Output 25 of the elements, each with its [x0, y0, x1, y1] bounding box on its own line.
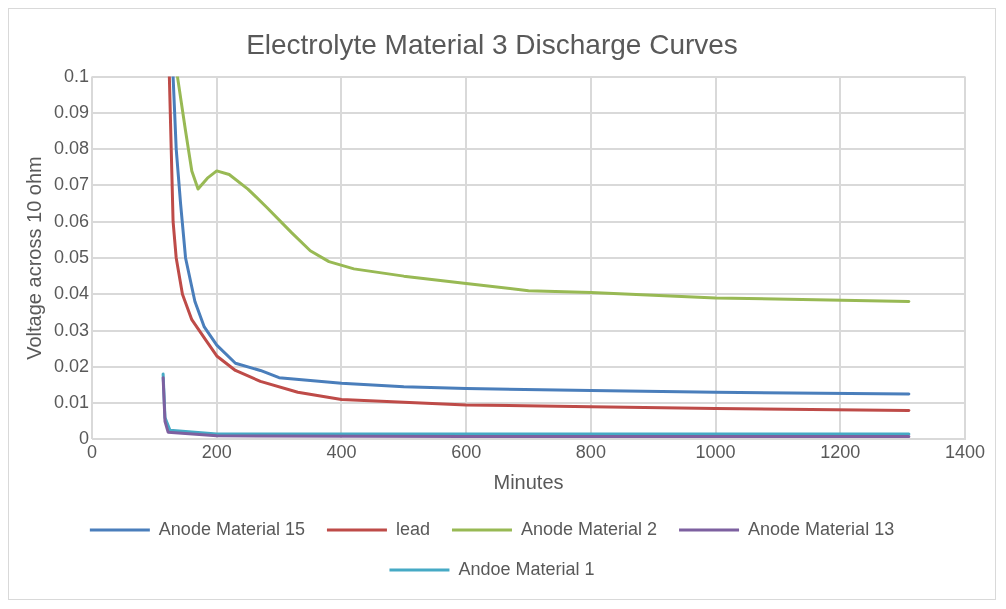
legend-label: Anode Material 2 [520, 518, 658, 539]
x-tick-label: 600 [451, 442, 482, 463]
y-tick-label: 0.03 [53, 319, 90, 340]
legend-label: Anode Material 15 [158, 518, 305, 539]
y-tick-label: 0.08 [53, 138, 90, 159]
x-tick-label: 400 [326, 442, 357, 463]
x-axis-title: Minutes [493, 470, 564, 493]
y-tick-label: 0.05 [53, 246, 90, 267]
legend-label: Andoe Material 1 [458, 558, 595, 579]
x-tick-label: 200 [201, 442, 232, 463]
legend-label: lead [395, 518, 430, 539]
y-tick-label: 0.01 [53, 392, 90, 413]
x-tick-label: 1400 [944, 442, 986, 463]
x-tick-label: 1000 [695, 442, 736, 463]
y-tick-label: 0.02 [53, 355, 90, 376]
x-tick-label: 1200 [820, 442, 861, 463]
x-tick-label: 800 [575, 442, 606, 463]
y-axis-title: Voltage across 10 ohm [22, 156, 45, 360]
legend-label: Anode Material 13 [748, 518, 895, 539]
y-tick-label: 0.07 [53, 174, 90, 195]
chart-title: Electrolyte Material 3 Discharge Curves [246, 28, 738, 60]
y-tick-label: 0.09 [53, 101, 90, 122]
y-tick-label: 0.04 [53, 283, 90, 304]
y-tick-label: 0.06 [53, 210, 90, 231]
y-tick-label: 0.1 [64, 65, 90, 86]
